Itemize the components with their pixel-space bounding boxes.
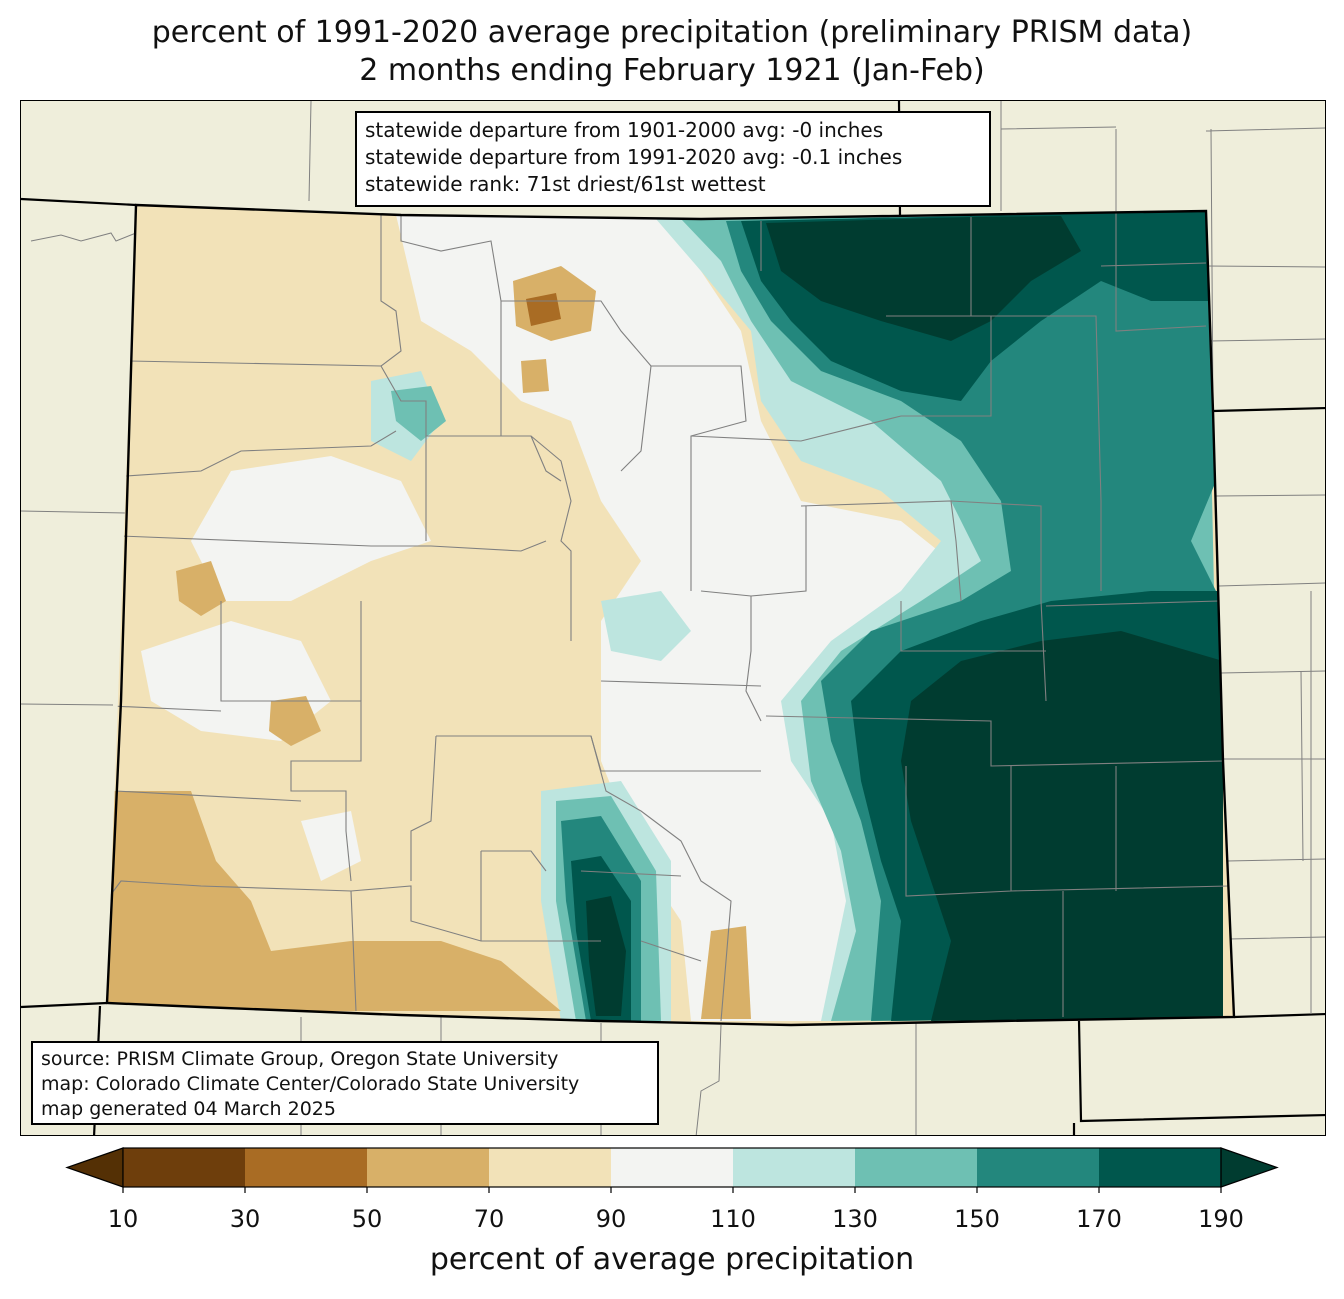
colorbar-label: percent of average precipitation (429, 1242, 915, 1277)
colorbar-tick-label: 90 (595, 1205, 627, 1233)
precip-contours (107, 205, 1234, 1025)
precipitation-map (21, 101, 1325, 1135)
colorbar-segment (367, 1148, 490, 1187)
colorbar (65, 1147, 1279, 1193)
colorbar-tick-label: 70 (473, 1205, 505, 1233)
map-credit-line: map: Colorado Climate Center/Colorado St… (41, 1073, 580, 1095)
colorbar-tick-label: 150 (954, 1205, 1000, 1233)
colorbar-tick-label: 30 (229, 1205, 261, 1233)
colorbar-tick-label: 170 (1076, 1205, 1122, 1233)
colorbar-segment (489, 1148, 612, 1187)
source-credits-box: source: PRISM Climate Group, Oregon Stat… (31, 1041, 659, 1125)
colorado-border (105, 203, 1236, 1027)
source-line: source: PRISM Climate Group, Oregon Stat… (41, 1048, 559, 1070)
colorbar-tick-label: 130 (832, 1205, 878, 1233)
stats-departure-1901-2000: statewide departure from 1901-2000 avg: … (365, 118, 884, 142)
statewide-stats-box: statewide departure from 1901-2000 avg: … (355, 111, 991, 207)
colorbar-segment (611, 1148, 734, 1187)
colorbar-segment (245, 1148, 368, 1187)
colorbar-tick-label: 190 (1198, 1205, 1244, 1233)
county-lines (107, 211, 1230, 1022)
generated-date-line: map generated 04 March 2025 (41, 1098, 336, 1120)
colorbar-over-arrow (1220, 1147, 1279, 1188)
colorbar-segments (123, 1148, 1222, 1187)
colorbar-tick-label: 50 (351, 1205, 383, 1233)
stats-rank: statewide rank: 71st driest/61st wettest (365, 172, 766, 196)
colorbar-tick-label: 10 (107, 1205, 139, 1233)
colorbar-outline (122, 1147, 1222, 1188)
colorbar-segment (123, 1148, 246, 1187)
map-subtitle: 2 months ending February 1921 (Jan-Feb) (359, 53, 985, 88)
colorbar-segment (1099, 1148, 1222, 1187)
colorbar-segment (977, 1148, 1100, 1187)
colorbar-segment (855, 1148, 978, 1187)
colorbar-tick-label: 110 (710, 1205, 756, 1233)
map-title: percent of 1991-2020 average precipitati… (151, 15, 1193, 50)
map-panel (20, 100, 1326, 1136)
colorbar-segment (733, 1148, 856, 1187)
stats-departure-1991-2020: statewide departure from 1991-2020 avg: … (365, 145, 903, 169)
colorbar-under-arrow (65, 1147, 124, 1188)
